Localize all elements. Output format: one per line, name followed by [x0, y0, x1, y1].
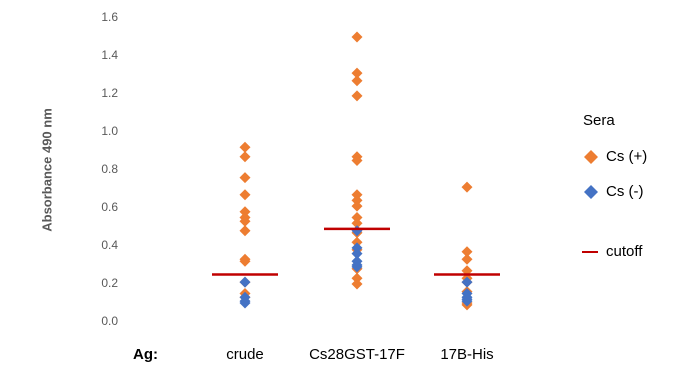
y-axis-title: Absorbance 490 nm [39, 108, 54, 232]
point [351, 155, 363, 166]
point [351, 236, 363, 248]
point [461, 276, 473, 288]
point [239, 189, 251, 201]
legend-marker [584, 150, 598, 164]
point [239, 255, 251, 267]
point [461, 246, 473, 258]
point [351, 242, 363, 254]
point [351, 189, 363, 201]
point [461, 181, 473, 193]
point [351, 225, 363, 237]
y-tick-label: 1.0 [101, 124, 118, 138]
point [351, 248, 363, 260]
point [239, 141, 251, 153]
point [239, 172, 251, 184]
y-tick-label: 0.0 [101, 314, 118, 328]
y-tick-label: 1.2 [101, 86, 118, 100]
point [461, 295, 473, 307]
point [351, 90, 363, 102]
y-tick-label: 0.6 [101, 200, 118, 214]
y-tick-label: 0.2 [101, 276, 118, 290]
x-tick-label: Cs28GST-17F [309, 346, 405, 363]
point [351, 212, 363, 223]
point [351, 31, 363, 43]
point [239, 225, 251, 237]
point [351, 67, 363, 79]
point [351, 194, 363, 206]
point [239, 215, 251, 227]
point [351, 261, 363, 273]
point [351, 278, 363, 290]
y-tick-label: 0.8 [101, 162, 118, 176]
y-tick-label: 1.6 [101, 10, 118, 24]
point [239, 206, 251, 218]
point [351, 200, 363, 212]
point [461, 253, 473, 265]
legend-label: cutoff [606, 243, 643, 260]
legend-title: Sera [583, 112, 615, 129]
legend-label: Cs (-) [606, 183, 644, 200]
x-tick-label: 17B-His [440, 346, 493, 363]
y-tick-label: 1.4 [101, 48, 118, 62]
point [239, 151, 251, 163]
legend-marker [584, 185, 598, 199]
point [351, 217, 363, 229]
point [351, 75, 363, 87]
point [239, 276, 251, 288]
point [239, 297, 251, 309]
x-axis-title: Ag: [133, 346, 158, 363]
legend-label: Cs (+) [606, 148, 647, 165]
point [351, 272, 363, 284]
y-tick-label: 0.4 [101, 238, 118, 252]
x-tick-label: crude [226, 346, 264, 363]
